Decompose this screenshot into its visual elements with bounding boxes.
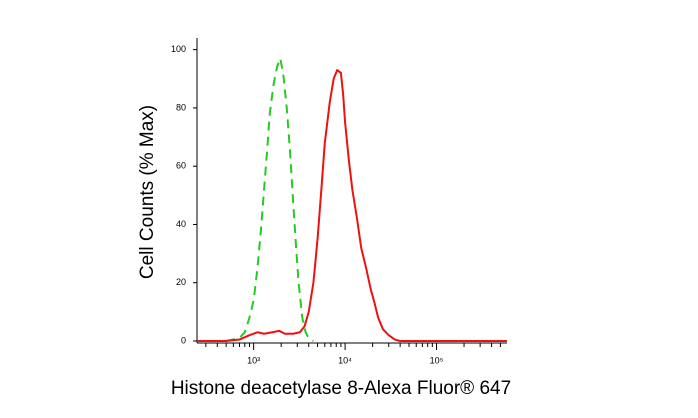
series-line	[225, 57, 314, 342]
x-axis-label: Histone deacetylase 8-Alexa Fluor® 647	[171, 378, 511, 399]
y-tick-label: 100	[171, 44, 186, 54]
y-tick-label: 60	[176, 161, 186, 171]
x-tick-label: 10⁵	[430, 355, 444, 365]
y-tick-label: 0	[181, 335, 186, 345]
y-tick-label: 20	[176, 277, 186, 287]
x-tick-label: 10³	[247, 355, 260, 365]
y-tick-label: 80	[176, 102, 186, 112]
y-axis-label: Cell Counts (% Max)	[137, 105, 158, 279]
series-line	[197, 69, 507, 342]
y-tick-label: 40	[176, 219, 186, 229]
x-tick-label: 10⁴	[338, 355, 352, 365]
